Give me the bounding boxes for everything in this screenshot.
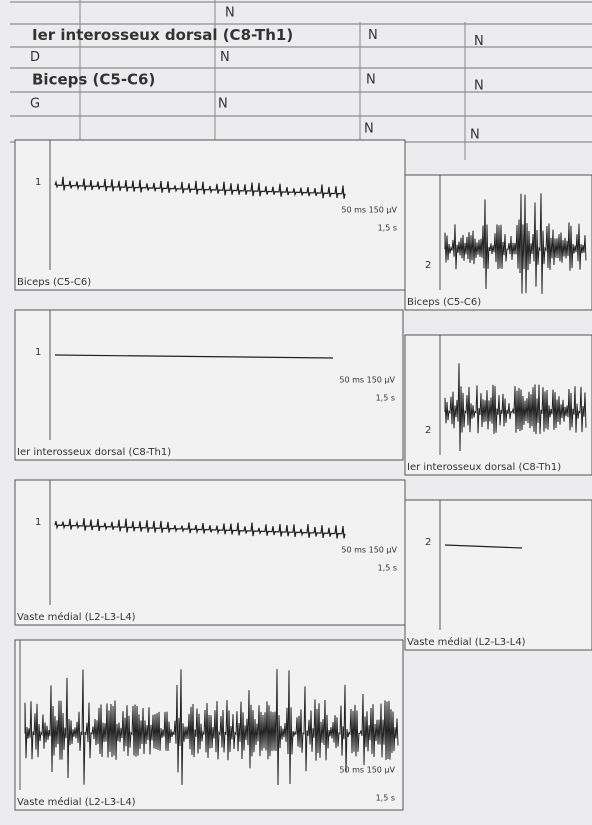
cell-value: N	[470, 128, 480, 143]
cell-value: N	[220, 50, 230, 65]
trace-number: 2	[425, 260, 431, 271]
trace-caption: Ier interosseux dorsal (C8-Th1)	[407, 462, 561, 473]
cell-value: N	[218, 97, 228, 112]
row-label: D	[30, 50, 40, 65]
trace-caption: Biceps (C5-C6)	[407, 297, 481, 308]
trace-duration: 1,5 s	[378, 564, 397, 573]
trace-scale: 50 ms 150 µV	[341, 206, 397, 215]
cell-value: N	[368, 28, 378, 43]
row-heading: Ier interosseux dorsal (C8-Th1)	[32, 26, 293, 44]
trace-number: 1	[35, 177, 41, 188]
row-label: G	[30, 97, 40, 112]
trace-caption: Biceps (C5-C6)	[17, 277, 91, 288]
trace-scale: 50 ms 150 µV	[339, 766, 395, 775]
emg-panel: 2 Vaste médial (L2-L3-L4)	[405, 500, 592, 650]
emg-panel: 1 50 ms 150 µV 1,5 s Biceps (C5-C6)	[15, 140, 405, 290]
trace-caption: Vaste médial (L2-L3-L4)	[17, 796, 136, 808]
trace-number: 1	[35, 347, 41, 358]
emg-panel: 2 Ier interosseux dorsal (C8-Th1)	[405, 335, 592, 475]
emg-panel: 50 ms 150 µV 1,5 s Vaste médial (L2-L3-L4)	[15, 640, 403, 810]
cell-value: N	[474, 79, 484, 94]
trace-caption: Vaste médial (L2-L3-L4)	[407, 636, 526, 648]
panel-frame	[405, 500, 592, 650]
trace-scale: 50 ms 150 µV	[339, 376, 395, 385]
emg-panel: 1 50 ms 150 µV 1,5 s Ier interosseux dorsal…	[15, 310, 403, 460]
trace-number: 2	[425, 537, 431, 548]
trace-duration: 1,5 s	[376, 394, 395, 403]
trace-scale: 50 ms 150 µV	[341, 546, 397, 555]
cell-value: N	[225, 6, 235, 21]
cell-value: N	[364, 122, 374, 137]
trace-caption: Vaste médial (L2-L3-L4)	[17, 611, 136, 623]
trace-duration: 1,5 s	[376, 794, 395, 803]
emg-panel: 2 Biceps (C5-C6)	[405, 175, 592, 310]
panel-frame	[15, 140, 405, 290]
trace-caption: Ier interosseux dorsal (C8-Th1)	[17, 447, 171, 458]
trace-number: 2	[425, 425, 431, 436]
cell-value: N	[366, 73, 376, 88]
trace-number: 1	[35, 517, 41, 528]
cell-value: N	[474, 34, 484, 49]
trace-duration: 1,5 s	[378, 224, 397, 233]
panel-frame	[15, 310, 403, 460]
document-photo: N Ier interosseux dorsal (C8-Th1) N N D N Bice…	[0, 0, 592, 825]
emg-panel: 1 50 ms 150 µV 1,5 s Vaste médial (L2-L3-L4…	[15, 480, 405, 625]
row-heading: Biceps (C5-C6)	[32, 71, 155, 89]
